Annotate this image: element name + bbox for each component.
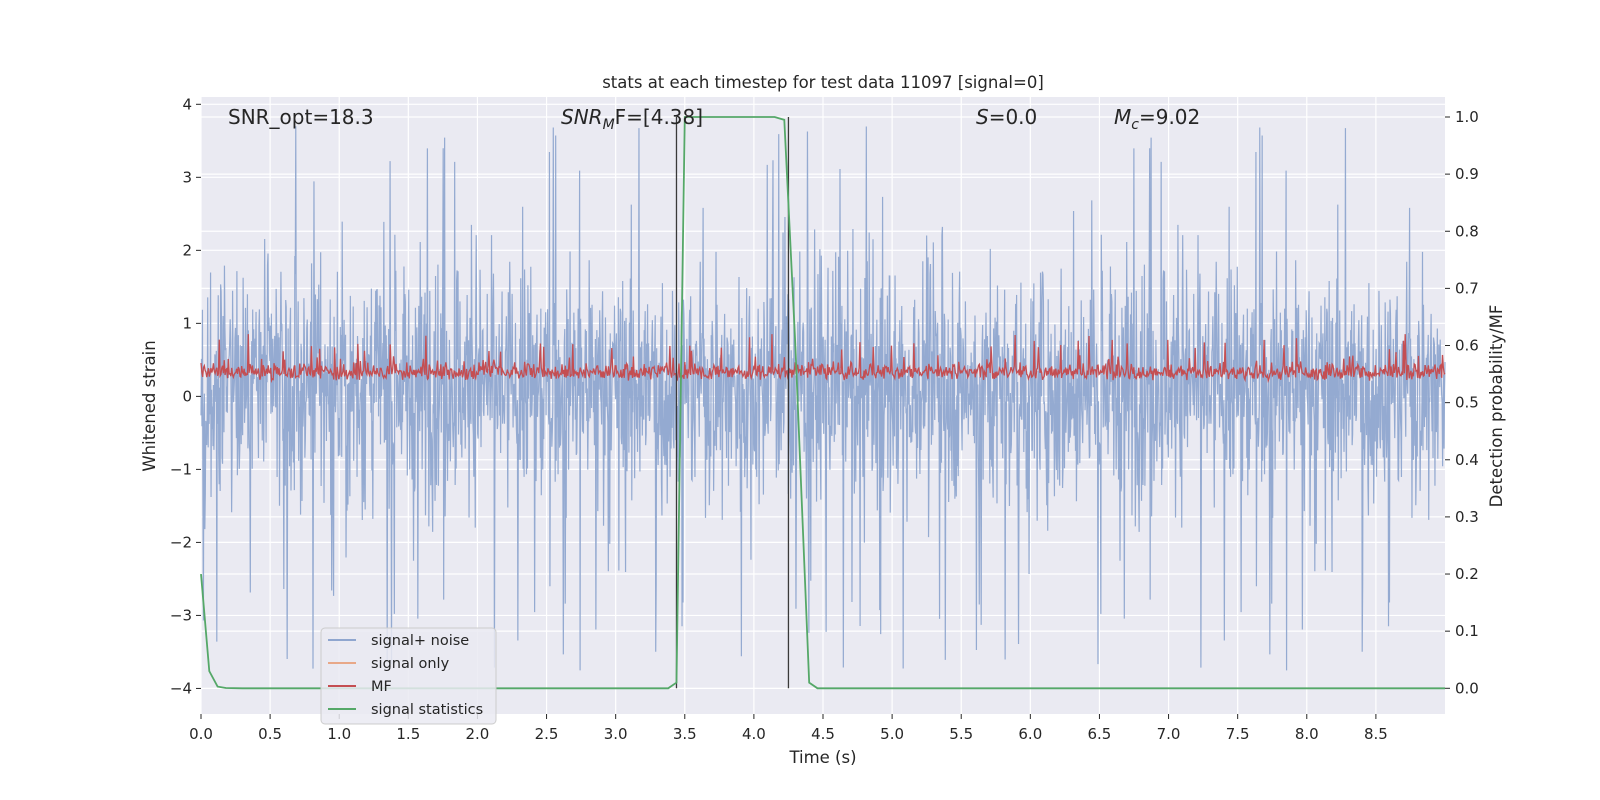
y-right-tick-label: 0.1	[1455, 622, 1479, 640]
x-tick-label: 0.5	[258, 725, 282, 743]
annotation-mc-var: M	[1114, 105, 1131, 129]
x-tick-label: 8.5	[1364, 725, 1388, 743]
x-tick-label: 6.5	[1088, 725, 1112, 743]
x-tick-label: 2.5	[535, 725, 559, 743]
x-tick-label: 1.0	[327, 725, 351, 743]
legend-box	[320, 627, 497, 725]
annotation-s-var: S	[976, 105, 989, 129]
y-right-tick-label: 0.7	[1455, 279, 1479, 297]
y-tick-label: −2	[170, 533, 192, 551]
series-signal-noise	[200, 126, 1446, 671]
y-right-tick-label: 0.6	[1455, 337, 1479, 355]
annotation-snr-mf: SNRMF=[4.38]	[561, 105, 703, 133]
y-tick-label: −3	[170, 606, 192, 624]
y-tick-label: −4	[170, 679, 192, 697]
x-tick-label: 8.0	[1295, 725, 1319, 743]
y-axis-label: Whitened strain	[140, 340, 159, 471]
x-tick-label: 7.0	[1157, 725, 1181, 743]
y-tick-label: 1	[182, 314, 192, 332]
x-tick-label: 7.5	[1226, 725, 1250, 743]
y-right-tick-label: 1.0	[1455, 108, 1479, 126]
legend-label-mf: MF	[371, 679, 392, 695]
y-right-tick-label: 0.0	[1455, 679, 1479, 697]
legend: signal+ noise signal only MF signal stat…	[320, 627, 497, 725]
annotation-s-rest: =0.0	[989, 105, 1038, 129]
y-tick-label: 2	[182, 241, 192, 259]
annotation-mc: Mc=9.02	[1114, 105, 1200, 133]
annotation-s: S=0.0	[976, 105, 1037, 129]
data-series	[200, 116, 1446, 690]
y-tick-label: 4	[182, 95, 192, 113]
legend-label-signal-statistics: signal statistics	[371, 702, 483, 718]
annotation-snr-mf-rest: F=[4.38]	[615, 105, 703, 129]
y-right-tick-label: 0.2	[1455, 565, 1479, 583]
annotation-mc-sub: c	[1131, 117, 1139, 133]
x-tick-label: 1.5	[396, 725, 420, 743]
tick-labels: 0.0 0.5 1.0 1.5 2.0 2.5 3.0 3.5 4.0 4.5 5.0 5.5 6.0 6…	[170, 95, 1479, 743]
legend-label-signal-only: signal only	[371, 656, 450, 672]
x-tick-label: 4.0	[742, 725, 766, 743]
x-tick-label: 6.0	[1018, 725, 1042, 743]
x-tick-label: 3.0	[604, 725, 628, 743]
annotation-mc-rest: =9.02	[1139, 105, 1200, 129]
x-tick-label: 0.0	[189, 725, 213, 743]
y-tick-label: −1	[170, 460, 192, 478]
y-tick-label: 3	[182, 168, 192, 186]
y-right-tick-label: 0.4	[1455, 451, 1479, 469]
y-right-tick-label: 0.9	[1455, 165, 1479, 183]
x-tick-label: 5.0	[880, 725, 904, 743]
annotation-snr-mf-base: SNR	[561, 105, 603, 129]
series-signal-statistics	[200, 116, 1445, 690]
y-right-tick-label: 0.8	[1455, 222, 1479, 240]
x-tick-label: 3.5	[673, 725, 697, 743]
chart-title: stats at each timestep for test data 110…	[602, 73, 1044, 92]
y-tick-label: 0	[182, 387, 192, 405]
y-right-tick-label: 0.5	[1455, 394, 1479, 412]
legend-label-signal-noise: signal+ noise	[371, 633, 469, 649]
x-tick-label: 5.5	[949, 725, 973, 743]
y-right-tick-label: 0.3	[1455, 508, 1479, 526]
annotation-snr-opt: SNR_opt=18.3	[228, 105, 374, 129]
x-axis-label: Time (s)	[788, 748, 856, 767]
x-tick-label: 4.5	[811, 725, 835, 743]
y-axis-right-label: Detection probability/MF	[1487, 305, 1506, 508]
x-tick-label: 2.0	[466, 725, 490, 743]
series-mf	[200, 334, 1446, 384]
annotation-snr-mf-sub: M	[603, 117, 615, 133]
